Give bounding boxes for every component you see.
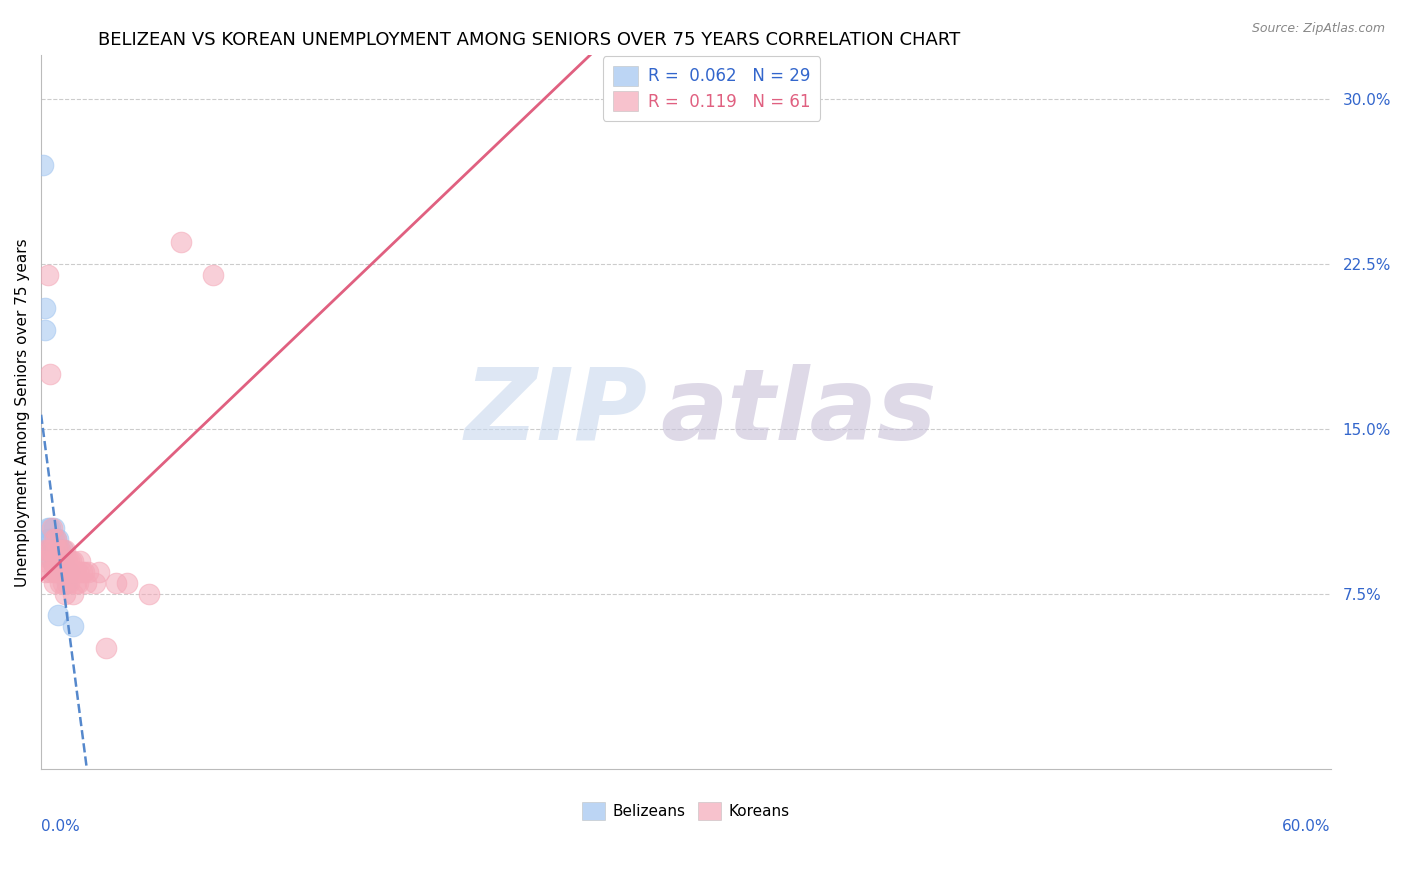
Text: 0.0%: 0.0% bbox=[41, 820, 80, 834]
Point bbox=[62, 565, 84, 579]
Point bbox=[41, 532, 63, 546]
Point bbox=[42, 575, 65, 590]
Point bbox=[52, 575, 75, 590]
Point bbox=[202, 268, 225, 282]
Point bbox=[37, 532, 59, 546]
Point bbox=[58, 565, 80, 579]
Text: ZIP: ZIP bbox=[464, 364, 647, 461]
Point bbox=[45, 553, 67, 567]
Point bbox=[52, 553, 75, 567]
Point bbox=[94, 641, 117, 656]
Point bbox=[42, 532, 65, 546]
Point bbox=[45, 542, 67, 557]
Point bbox=[65, 575, 87, 590]
Point bbox=[49, 542, 72, 557]
Point bbox=[38, 565, 60, 579]
Point bbox=[62, 586, 84, 600]
Point bbox=[37, 268, 59, 282]
Point bbox=[53, 565, 76, 579]
Point bbox=[42, 553, 65, 567]
Point bbox=[42, 532, 65, 546]
Point bbox=[42, 565, 65, 579]
Point bbox=[70, 565, 93, 579]
Text: BELIZEAN VS KOREAN UNEMPLOYMENT AMONG SENIORS OVER 75 YEARS CORRELATION CHART: BELIZEAN VS KOREAN UNEMPLOYMENT AMONG SE… bbox=[98, 31, 960, 49]
Point bbox=[41, 542, 63, 557]
Point bbox=[49, 553, 72, 567]
Point bbox=[56, 565, 79, 579]
Point bbox=[53, 542, 76, 557]
Point bbox=[75, 575, 97, 590]
Point bbox=[60, 565, 83, 579]
Point bbox=[52, 542, 75, 557]
Point bbox=[49, 553, 72, 567]
Point bbox=[41, 553, 63, 567]
Point bbox=[77, 565, 100, 579]
Point bbox=[42, 553, 65, 567]
Point bbox=[46, 542, 69, 557]
Point bbox=[65, 565, 87, 579]
Point bbox=[38, 367, 60, 381]
Point bbox=[62, 553, 84, 567]
Point bbox=[105, 575, 128, 590]
Point bbox=[37, 542, 59, 557]
Point bbox=[53, 565, 76, 579]
Text: 60.0%: 60.0% bbox=[1282, 820, 1330, 834]
Point bbox=[58, 565, 80, 579]
Point bbox=[38, 532, 60, 546]
Point bbox=[46, 553, 69, 567]
Point bbox=[38, 520, 60, 534]
Text: Source: ZipAtlas.com: Source: ZipAtlas.com bbox=[1251, 22, 1385, 36]
Point bbox=[83, 575, 105, 590]
Point bbox=[56, 575, 79, 590]
Point bbox=[56, 575, 79, 590]
Point bbox=[52, 553, 75, 567]
Point bbox=[66, 575, 89, 590]
Point bbox=[58, 553, 80, 567]
Point bbox=[170, 235, 193, 249]
Point bbox=[34, 301, 56, 315]
Point bbox=[56, 553, 79, 567]
Point bbox=[89, 565, 111, 579]
Legend: Belizeans, Koreans: Belizeans, Koreans bbox=[576, 796, 796, 826]
Point bbox=[32, 553, 55, 567]
Point bbox=[37, 520, 59, 534]
Point bbox=[42, 520, 65, 534]
Point bbox=[38, 542, 60, 557]
Point bbox=[115, 575, 138, 590]
Point bbox=[52, 542, 75, 557]
Point bbox=[38, 542, 60, 557]
Point bbox=[66, 565, 89, 579]
Point bbox=[34, 323, 56, 337]
Point bbox=[60, 553, 83, 567]
Point bbox=[138, 586, 160, 600]
Point bbox=[52, 565, 75, 579]
Text: atlas: atlas bbox=[659, 364, 936, 461]
Point bbox=[53, 586, 76, 600]
Y-axis label: Unemployment Among Seniors over 75 years: Unemployment Among Seniors over 75 years bbox=[15, 238, 30, 587]
Point bbox=[45, 565, 67, 579]
Point bbox=[69, 553, 91, 567]
Point bbox=[45, 532, 67, 546]
Point bbox=[49, 542, 72, 557]
Point bbox=[46, 542, 69, 557]
Point bbox=[53, 553, 76, 567]
Point bbox=[41, 542, 63, 557]
Point bbox=[45, 542, 67, 557]
Point bbox=[46, 532, 69, 546]
Point bbox=[46, 608, 69, 623]
Point bbox=[32, 158, 55, 172]
Point bbox=[46, 565, 69, 579]
Point bbox=[41, 553, 63, 567]
Point bbox=[34, 542, 56, 557]
Point bbox=[45, 532, 67, 546]
Point bbox=[42, 542, 65, 557]
Point bbox=[37, 542, 59, 557]
Point bbox=[62, 619, 84, 633]
Point bbox=[49, 575, 72, 590]
Point bbox=[41, 520, 63, 534]
Point bbox=[34, 565, 56, 579]
Point bbox=[73, 565, 96, 579]
Point bbox=[58, 575, 80, 590]
